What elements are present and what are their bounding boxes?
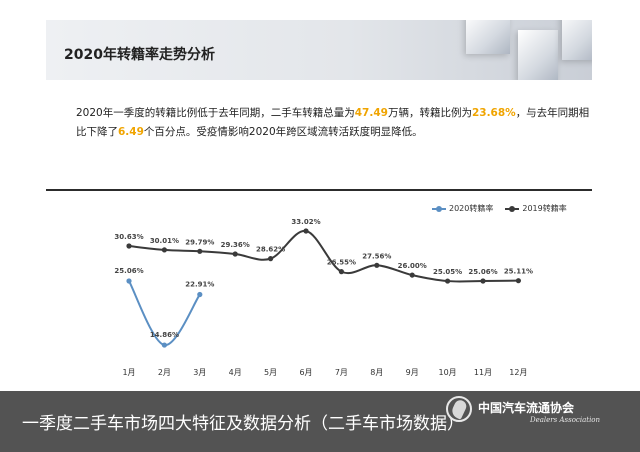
decor-cube [562,20,592,60]
x-tick-label: 2月 [158,368,171,377]
data-label-2019: 25.05% [433,268,462,276]
data-point-1 [161,247,167,253]
page-title: 2020年转籍率走势分析 [64,47,215,63]
caption-bar [0,391,640,452]
data-point-1 [303,228,309,234]
caption-text: 一季度二手车市场四大特征及数据分析（二手车市场数据） [22,414,464,434]
divider [46,189,592,191]
summary-ratio: 23.68% [471,107,516,119]
data-point-1 [445,278,451,284]
data-label-2019: 25.06% [468,268,497,276]
data-label-2019: 30.63% [114,233,143,241]
x-tick-label: 7月 [335,368,348,377]
data-label-2019: 27.56% [362,252,391,260]
x-tick-label: 5月 [264,368,277,377]
association-logo-icon [446,396,472,422]
chart-legend: 2020转籍率 2019转籍率 [432,203,567,214]
data-point-1 [515,278,522,284]
summary-text: 2020年一季度的转籍比例低于去年同期，二手车转籍总量为47.49万辆，转籍比例… [76,104,596,142]
data-point-1 [197,248,203,254]
summary-total: 47.49 [354,107,388,119]
association-name: 中国汽车流通协会 [478,401,575,415]
summary-drop: 6.49 [118,126,144,138]
data-label-2019: 25.11% [504,268,533,276]
data-point-0 [197,291,203,298]
x-tick-label: 4月 [229,368,242,377]
x-tick-label: 6月 [299,368,312,377]
summary-part: 个百分点。受疫情影响2020年跨区域流转活跃度明显降低。 [143,126,423,138]
data-label-2019: 30.01% [150,237,179,245]
data-label-2020: 25.06% [114,267,143,275]
data-label-2019: 29.79% [185,238,214,246]
legend-item-2019: 2019转籍率 [505,203,567,214]
data-label-2019: 28.62% [256,246,285,254]
legend-label-2019: 2019转籍率 [522,204,567,213]
data-label-2019: 26.55% [327,259,356,267]
data-point-1 [409,272,415,278]
summary-part: 万辆，转籍比例为 [387,107,472,119]
association-name-en: Dealers Association [530,416,601,424]
decor-cube [466,20,510,54]
data-label-2020: 22.91% [185,281,214,289]
series-line-1 [128,229,519,283]
data-point-1 [338,269,344,275]
data-point-1 [374,262,380,268]
x-tick-label: 11月 [474,368,492,377]
legend-swatch-2019 [505,205,520,212]
data-label-2019: 33.02% [291,218,320,226]
data-point-1 [232,251,238,257]
legend-item-2020: 2020转籍率 [432,203,493,214]
summary-part: 2020年一季度的转籍比例低于去年同期，二手车转籍总量为 [76,107,355,119]
data-point-0 [161,342,167,348]
legend-label-2020: 2020转籍率 [449,204,494,213]
data-label-2019: 29.36% [221,241,250,249]
data-label-2020: 14.86% [150,331,179,339]
title-banner: 2020年转籍率走势分析 [46,20,592,80]
data-point-0 [126,278,132,284]
data-point-1 [126,243,132,249]
data-point-1 [480,278,486,284]
x-tick-label: 3月 [193,368,206,377]
x-tick-label: 10月 [439,368,457,377]
x-tick-label: 8月 [370,368,383,377]
data-label-2019: 26.00% [398,262,427,270]
legend-swatch-2020 [432,205,446,212]
x-tick-label: 12月 [509,368,527,377]
decor-cube [518,30,558,80]
x-tick-label: 1月 [122,368,135,377]
x-tick-label: 9月 [406,368,419,377]
data-point-1 [268,256,274,262]
summary-part: ，与去年同期相比下降了 [76,107,590,138]
